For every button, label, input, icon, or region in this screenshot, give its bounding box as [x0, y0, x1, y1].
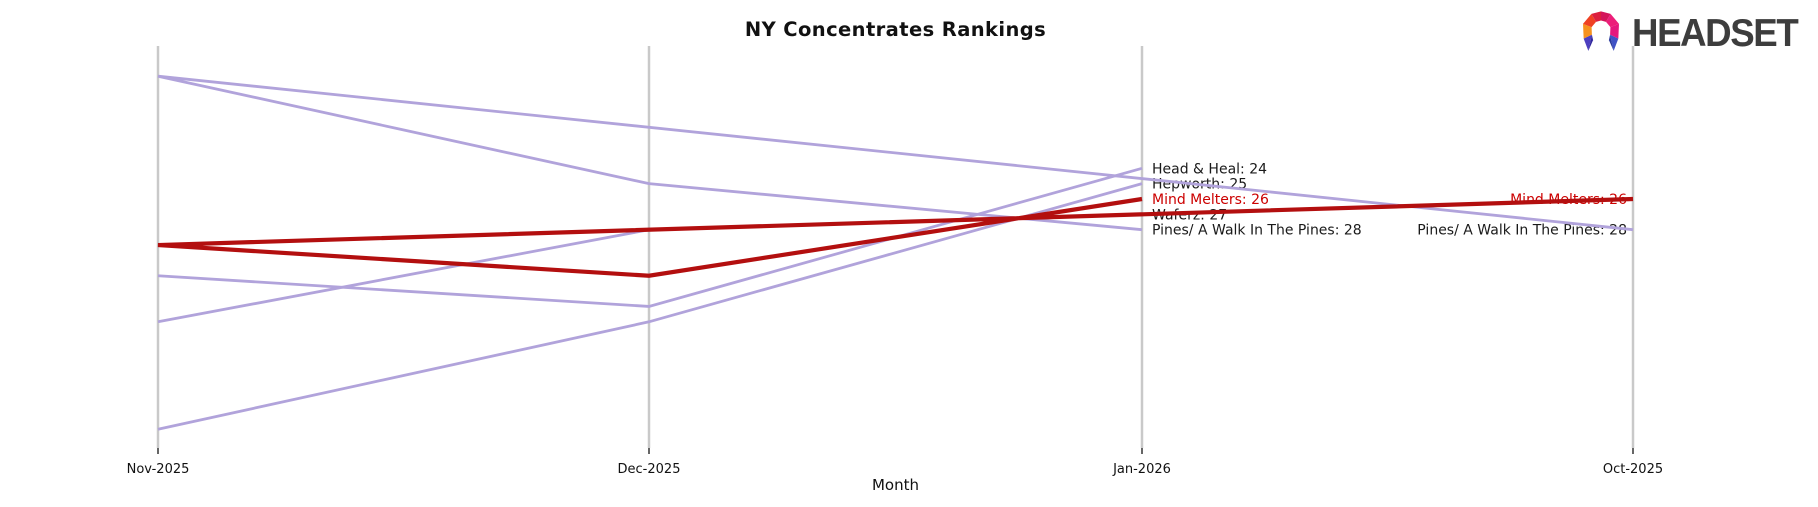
series-end-label: Pines/ A Walk In The Pines: 28: [1417, 223, 1627, 239]
x-tick-label: Nov-2025: [127, 462, 190, 477]
headset-logo-text: HEADSET: [1632, 11, 1799, 55]
headset-logo: HEADSET: [1576, 7, 1808, 59]
series-end-label: Pines/ A Walk In The Pines: 28: [1152, 223, 1362, 239]
series-line: [157, 182, 1143, 431]
x-tick-label: Dec-2025: [618, 462, 681, 477]
headset-logo-icon: [1583, 11, 1620, 51]
x-tick-label: Jan-2026: [1112, 462, 1171, 477]
series-line: [157, 74, 1634, 232]
x-axis-title: Month: [871, 476, 919, 494]
x-tick-label: Oct-2025: [1603, 462, 1663, 477]
series-line: [157, 196, 1634, 278]
chart-title: NY Concentrates Rankings: [744, 18, 1047, 41]
series-end-label: Mind Melters: 26: [1152, 192, 1269, 208]
series-end-label: Head & Heal: 24: [1152, 161, 1267, 177]
